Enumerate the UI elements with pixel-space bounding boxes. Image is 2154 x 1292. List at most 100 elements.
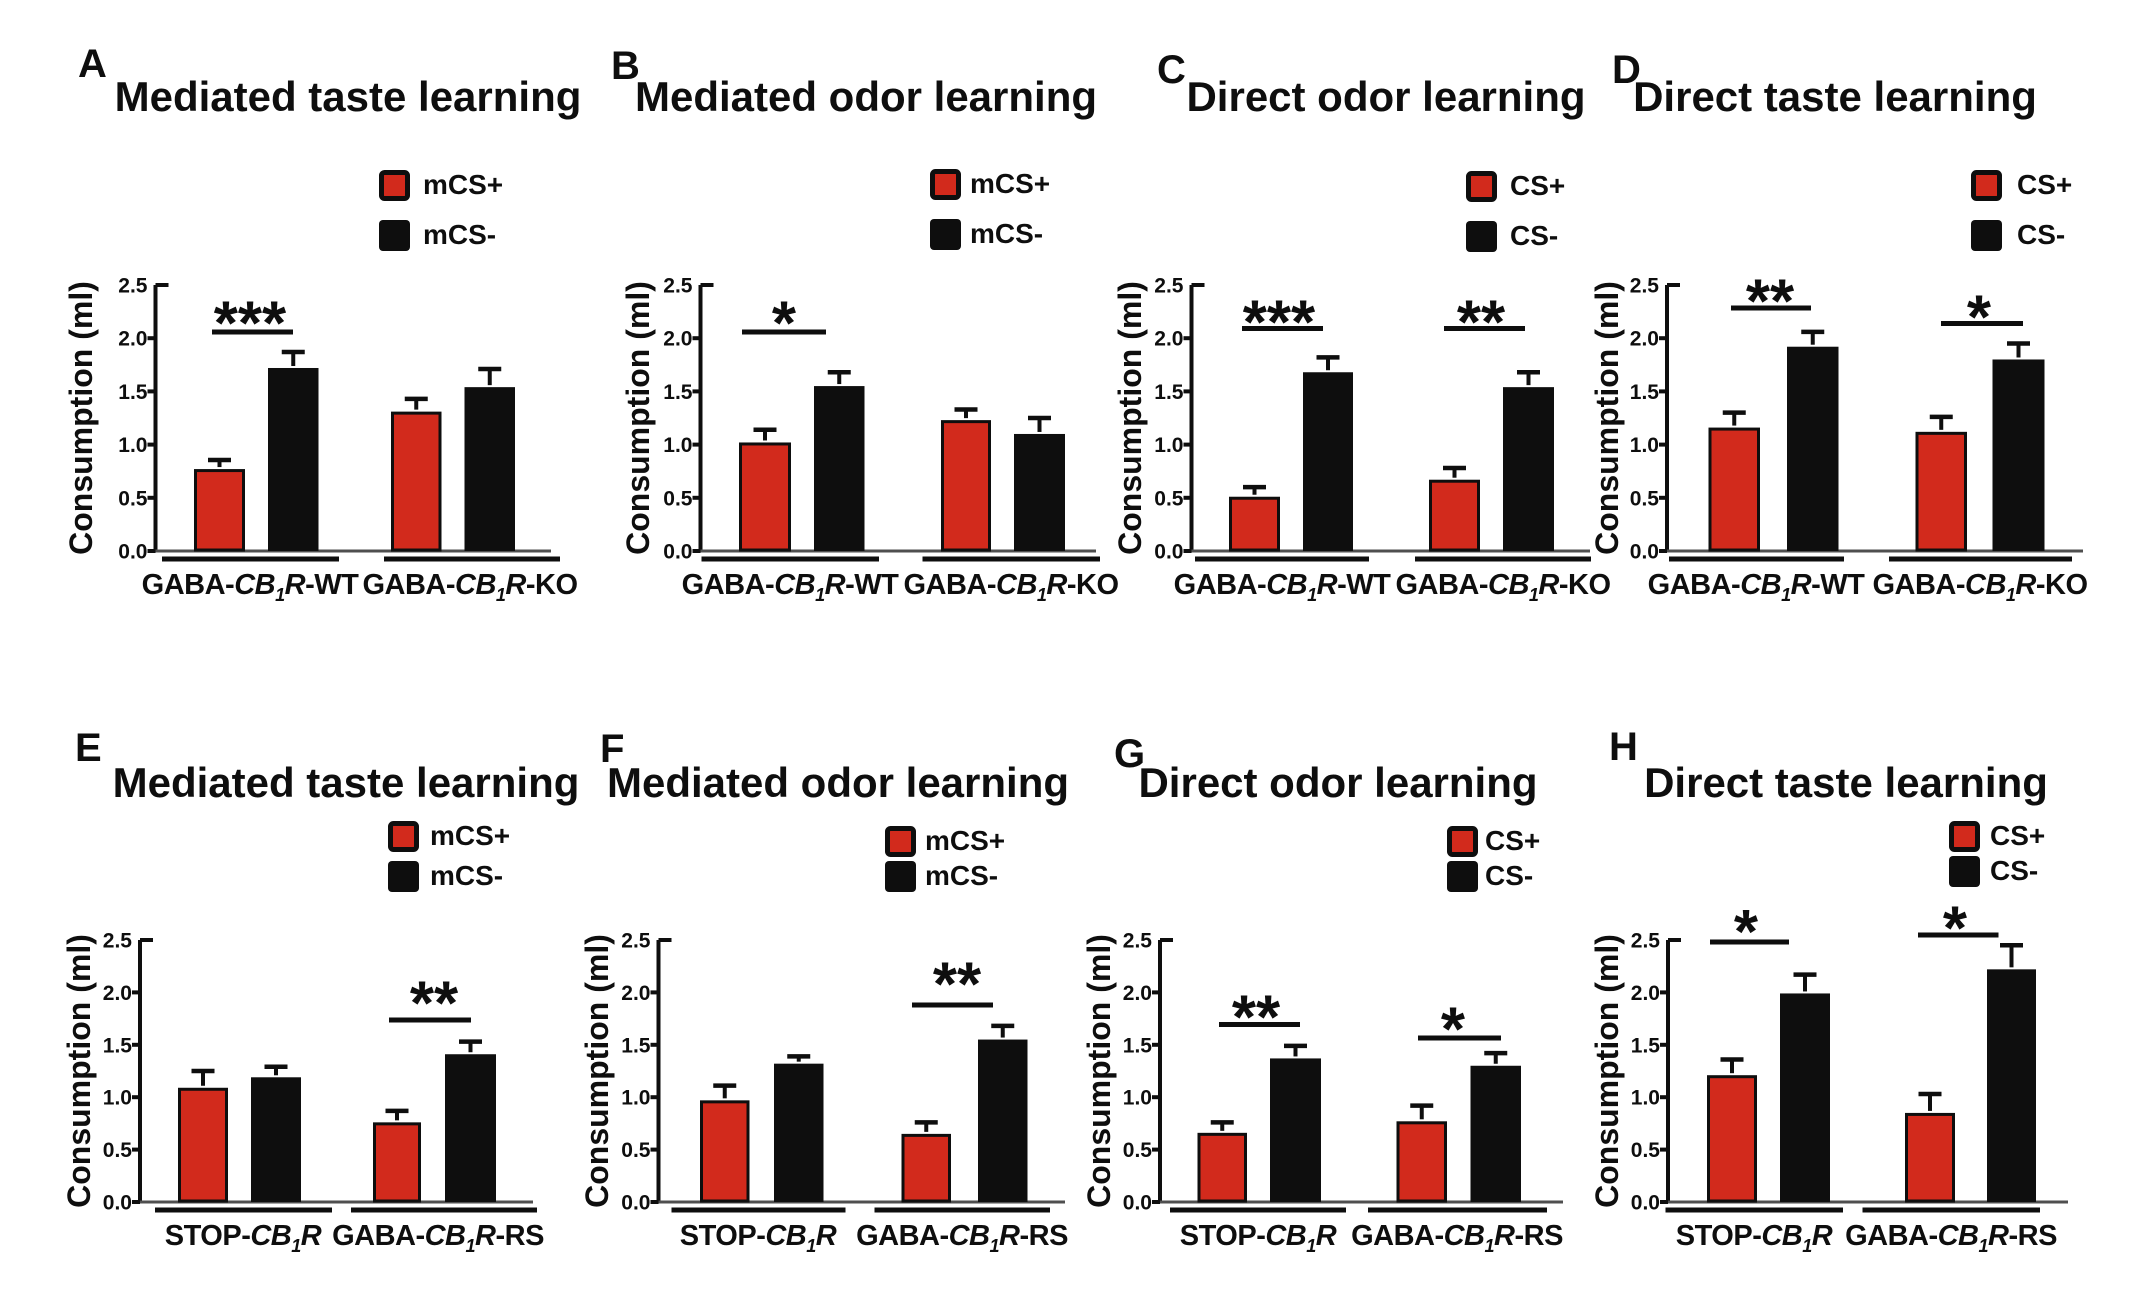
svg-text:1.5: 1.5 — [103, 1034, 133, 1057]
svg-text:***: *** — [214, 290, 287, 359]
svg-text:Mediated odor learning: Mediated odor learning — [607, 759, 1069, 806]
svg-text:GABA-CB1R-RS: GABA-CB1R-RS — [1351, 1220, 1563, 1256]
svg-text:CS-: CS- — [1485, 860, 1533, 891]
svg-text:GABA-CB1R-KO: GABA-CB1R-KO — [1395, 569, 1610, 605]
svg-text:0.5: 0.5 — [621, 1139, 651, 1162]
svg-text:1.0: 1.0 — [1123, 1087, 1152, 1110]
svg-text:Consumption (ml): Consumption (ml) — [1589, 281, 1625, 555]
svg-text:2.5: 2.5 — [103, 930, 133, 953]
svg-text:D: D — [1612, 48, 1641, 92]
svg-text:STOP-CB1R: STOP-CB1R — [1180, 1220, 1337, 1256]
svg-text:0.5: 0.5 — [1123, 1139, 1153, 1162]
svg-text:***: *** — [1243, 289, 1316, 358]
svg-text:Direct taste learning: Direct taste learning — [1644, 759, 2048, 806]
svg-text:**: ** — [1232, 984, 1281, 1053]
svg-text:2.5: 2.5 — [1154, 275, 1184, 298]
svg-text:**: ** — [1746, 268, 1795, 337]
svg-text:Mediated taste learning: Mediated taste learning — [115, 73, 582, 120]
svg-text:mCS+: mCS+ — [970, 168, 1050, 199]
svg-text:Consumption (ml): Consumption (ml) — [579, 934, 615, 1208]
svg-text:GABA-CB1R-KO: GABA-CB1R-KO — [1872, 569, 2087, 605]
svg-text:GABA-CB1R-RS: GABA-CB1R-RS — [1845, 1220, 2057, 1256]
svg-text:1.0: 1.0 — [1630, 434, 1659, 457]
svg-text:CS+: CS+ — [1510, 170, 1565, 201]
svg-text:*: * — [772, 290, 797, 359]
svg-text:2.0: 2.0 — [1630, 328, 1659, 351]
svg-text:1.5: 1.5 — [1123, 1034, 1153, 1057]
svg-text:mCS-: mCS- — [925, 860, 998, 891]
svg-text:GABA-CB1R-KO: GABA-CB1R-KO — [362, 569, 577, 605]
svg-text:**: ** — [933, 951, 982, 1020]
svg-text:1.0: 1.0 — [118, 434, 147, 457]
svg-text:2.5: 2.5 — [1630, 275, 1660, 298]
svg-text:2.0: 2.0 — [1123, 982, 1152, 1005]
svg-text:Consumption (ml): Consumption (ml) — [1589, 934, 1625, 1208]
svg-text:2.0: 2.0 — [1154, 328, 1183, 351]
svg-text:*: * — [1734, 898, 1759, 967]
svg-text:H: H — [1609, 725, 1638, 769]
svg-text:1.5: 1.5 — [1154, 381, 1184, 404]
svg-text:Consumption (ml): Consumption (ml) — [1081, 934, 1117, 1208]
svg-text:F: F — [600, 727, 624, 771]
svg-text:0.0: 0.0 — [621, 1192, 650, 1215]
svg-text:0.5: 0.5 — [118, 487, 148, 510]
svg-text:CS+: CS+ — [1990, 820, 2045, 851]
svg-text:GABA-CB1R-WT: GABA-CB1R-WT — [142, 569, 359, 605]
svg-text:Mediated taste learning: Mediated taste learning — [113, 759, 580, 806]
svg-text:1.0: 1.0 — [1631, 1087, 1660, 1110]
svg-text:mCS+: mCS+ — [430, 820, 510, 851]
svg-text:*: * — [1943, 895, 1968, 964]
svg-text:0.0: 0.0 — [663, 541, 692, 564]
svg-text:Consumption (ml): Consumption (ml) — [1112, 281, 1148, 555]
svg-text:mCS+: mCS+ — [423, 169, 503, 200]
svg-text:0.5: 0.5 — [1630, 487, 1660, 510]
svg-text:mCS-: mCS- — [430, 860, 503, 891]
svg-text:2.0: 2.0 — [103, 982, 132, 1005]
svg-text:0.0: 0.0 — [1154, 541, 1183, 564]
svg-text:CS-: CS- — [2017, 219, 2065, 250]
svg-text:0.0: 0.0 — [118, 541, 147, 564]
svg-text:mCS-: mCS- — [423, 219, 496, 250]
svg-text:Direct taste learning: Direct taste learning — [1633, 73, 2037, 120]
svg-text:CS-: CS- — [1510, 220, 1558, 251]
svg-text:0.0: 0.0 — [1630, 541, 1659, 564]
svg-text:CS-: CS- — [1990, 855, 2038, 886]
svg-text:1.5: 1.5 — [1631, 1034, 1661, 1057]
svg-text:1.0: 1.0 — [1154, 434, 1183, 457]
svg-text:1.0: 1.0 — [621, 1087, 650, 1110]
svg-text:1.5: 1.5 — [118, 381, 148, 404]
svg-text:A: A — [78, 42, 107, 86]
svg-text:Direct odor learning: Direct odor learning — [1186, 73, 1585, 120]
svg-text:G: G — [1114, 732, 1145, 776]
svg-text:GABA-CB1R-KO: GABA-CB1R-KO — [903, 569, 1118, 605]
svg-text:1.5: 1.5 — [621, 1034, 651, 1057]
svg-text:Mediated odor learning: Mediated odor learning — [635, 73, 1097, 120]
svg-text:2.5: 2.5 — [1631, 930, 1661, 953]
svg-text:2.0: 2.0 — [663, 328, 692, 351]
svg-text:**: ** — [410, 970, 459, 1039]
svg-text:GABA-CB1R-WT: GABA-CB1R-WT — [682, 569, 899, 605]
svg-text:1.0: 1.0 — [103, 1087, 132, 1110]
svg-text:2.5: 2.5 — [621, 930, 651, 953]
svg-text:2.0: 2.0 — [621, 982, 650, 1005]
svg-text:0.5: 0.5 — [103, 1139, 133, 1162]
svg-text:GABA-CB1R-WT: GABA-CB1R-WT — [1648, 569, 1865, 605]
svg-text:1.5: 1.5 — [663, 381, 693, 404]
svg-text:GABA-CB1R-RS: GABA-CB1R-RS — [856, 1220, 1068, 1256]
svg-text:GABA-CB1R-WT: GABA-CB1R-WT — [1174, 569, 1391, 605]
svg-text:1.5: 1.5 — [1630, 381, 1660, 404]
svg-text:2.0: 2.0 — [1631, 982, 1660, 1005]
svg-text:CS+: CS+ — [2017, 169, 2072, 200]
svg-text:2.5: 2.5 — [118, 275, 148, 298]
svg-text:Consumption (ml): Consumption (ml) — [61, 934, 97, 1208]
svg-text:0.0: 0.0 — [1123, 1192, 1152, 1215]
svg-text:Consumption (ml): Consumption (ml) — [63, 281, 99, 555]
svg-text:B: B — [611, 44, 640, 88]
svg-text:2.5: 2.5 — [1123, 930, 1153, 953]
svg-text:0.5: 0.5 — [1631, 1139, 1661, 1162]
svg-text:STOP-CB1R: STOP-CB1R — [165, 1220, 322, 1256]
svg-text:Direct odor learning: Direct odor learning — [1138, 759, 1537, 806]
svg-text:E: E — [75, 726, 102, 770]
svg-text:1.0: 1.0 — [663, 434, 692, 457]
svg-text:0.0: 0.0 — [1631, 1192, 1660, 1215]
